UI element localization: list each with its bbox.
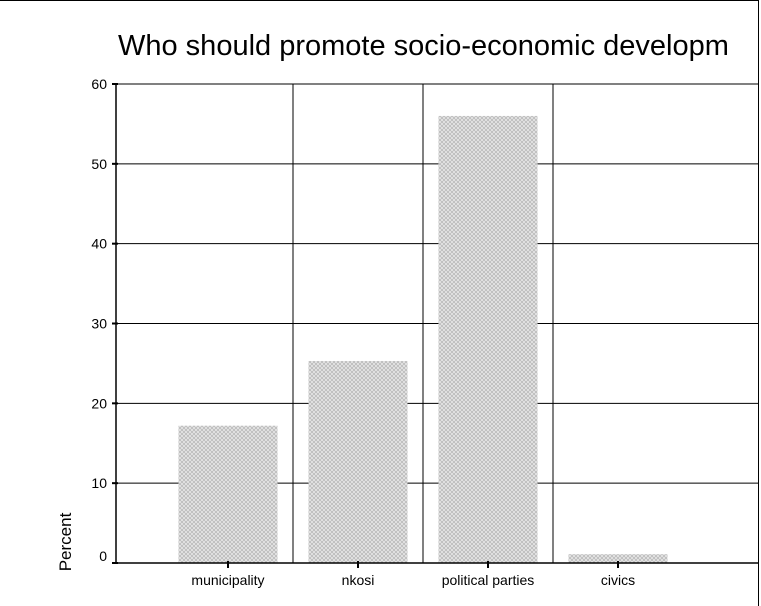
x-tick-label: political parties <box>442 572 535 588</box>
y-tick-label: 50 <box>91 156 107 172</box>
y-axis-label: Percent <box>56 512 75 571</box>
x-tick-label: municipality <box>191 572 264 588</box>
bar-nkosi <box>308 361 408 563</box>
y-tick-label: 40 <box>91 236 107 252</box>
y-tick-label: 30 <box>91 316 107 332</box>
y-tick-label: 20 <box>91 395 107 411</box>
chart-title: Who should promote socio-economic develo… <box>118 30 729 62</box>
y-tick-label: 0 <box>99 548 107 564</box>
y-axis-ticks: 0 10 20 30 40 50 60 <box>91 76 118 564</box>
x-tick-label: civics <box>601 572 635 588</box>
bar-political-parties <box>438 115 538 563</box>
y-tick-label: 10 <box>91 475 107 491</box>
bar-civics <box>568 554 668 563</box>
x-axis-ticks: municipality nkosi political parties civics <box>191 561 635 588</box>
bar-municipality <box>178 425 278 563</box>
bars <box>178 115 668 563</box>
y-tick-label: 60 <box>91 76 107 92</box>
x-tick-label: nkosi <box>342 572 375 588</box>
